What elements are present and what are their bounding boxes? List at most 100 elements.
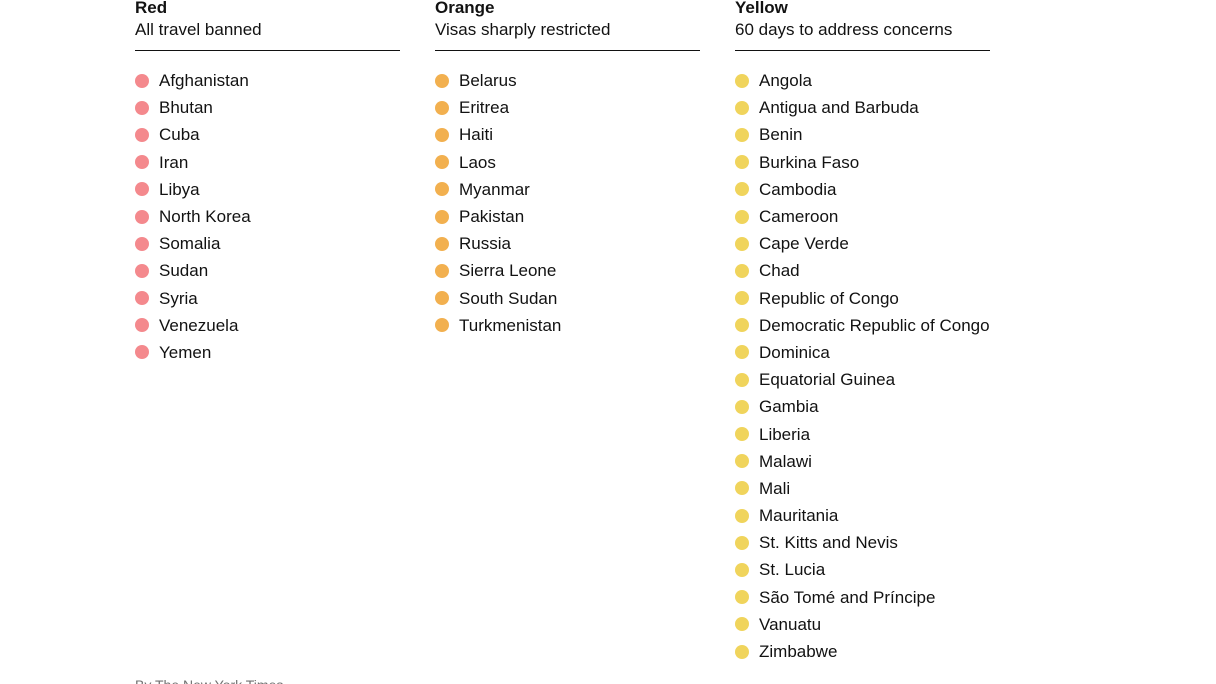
country-list: Afghanistan Bhutan Cuba Iran Libya North Kore… <box>135 67 425 366</box>
list-item: Vanuatu <box>735 611 1045 638</box>
yellow-dot-icon <box>735 427 749 442</box>
category-column-yellow: Yellow 60 days to address concerns Angola A… <box>735 0 1045 665</box>
list-item: Cape Verde <box>735 230 1045 257</box>
category-column-red: Red All travel banned Afghanistan Bhutan Cub… <box>135 0 425 366</box>
country-label: Afghanistan <box>159 71 249 91</box>
country-label: Libya <box>159 179 200 199</box>
orange-dot-icon <box>435 73 449 88</box>
orange-dot-icon <box>435 182 449 197</box>
yellow-dot-icon <box>735 399 749 414</box>
country-label: Belarus <box>459 71 517 91</box>
list-item: Angola <box>735 67 1045 94</box>
country-label: Chad <box>759 261 800 281</box>
yellow-dot-icon <box>735 372 749 387</box>
country-label: Cameroon <box>759 207 839 227</box>
orange-dot-icon <box>435 263 449 278</box>
yellow-dot-icon <box>735 481 749 496</box>
yellow-dot-icon <box>735 182 749 197</box>
country-label: Vanuatu <box>759 614 822 634</box>
yellow-dot-icon <box>735 100 749 115</box>
country-label: Eritrea <box>459 98 510 118</box>
red-dot-icon <box>135 73 149 88</box>
red-dot-icon <box>135 345 149 360</box>
yellow-dot-icon <box>735 209 749 224</box>
country-label: Iran <box>159 152 189 172</box>
list-item: Antigua and Barbuda <box>735 94 1045 121</box>
country-label: Angola <box>759 71 812 91</box>
yellow-dot-icon <box>735 562 749 577</box>
country-label: Liberia <box>759 424 811 444</box>
orange-dot-icon <box>435 155 449 170</box>
divider-rule <box>435 50 700 51</box>
country-label: Cape Verde <box>759 234 849 254</box>
list-item: Syria <box>135 285 425 312</box>
list-item: Pakistan <box>435 203 725 230</box>
list-item: North Korea <box>135 203 425 230</box>
yellow-dot-icon <box>735 236 749 251</box>
country-list: Angola Antigua and Barbuda Benin Burkina Fa… <box>735 67 1045 665</box>
list-item: Myanmar <box>435 176 725 203</box>
category-title: Yellow <box>735 0 788 17</box>
list-item: Dominica <box>735 339 1045 366</box>
yellow-dot-icon <box>735 617 749 632</box>
divider-rule <box>135 50 400 51</box>
country-label: St. Kitts and Nevis <box>759 533 898 553</box>
divider-rule <box>735 50 990 51</box>
list-item: Sudan <box>135 257 425 284</box>
yellow-dot-icon <box>735 73 749 88</box>
country-label: Pakistan <box>459 207 525 227</box>
list-item: South Sudan <box>435 285 725 312</box>
list-item: Eritrea <box>435 94 725 121</box>
list-item: Cameroon <box>735 203 1045 230</box>
orange-dot-icon <box>435 291 449 306</box>
list-item: Equatorial Guinea <box>735 366 1045 393</box>
list-item: Gambia <box>735 393 1045 420</box>
orange-dot-icon <box>435 236 449 251</box>
list-item: Haiti <box>435 121 725 148</box>
country-label: São Tomé and Príncipe <box>759 587 936 607</box>
red-dot-icon <box>135 127 149 142</box>
list-item: Laos <box>435 149 725 176</box>
list-item: Bhutan <box>135 94 425 121</box>
orange-dot-icon <box>435 100 449 115</box>
list-item: St. Lucia <box>735 556 1045 583</box>
category-subtitle: Visas sharply restricted <box>435 20 611 39</box>
list-item: Cuba <box>135 121 425 148</box>
list-item: Belarus <box>435 67 725 94</box>
yellow-dot-icon <box>735 454 749 469</box>
country-label: Dominica <box>759 342 830 362</box>
country-label: Equatorial Guinea <box>759 370 896 390</box>
list-item: Mauritania <box>735 502 1045 529</box>
category-title: Orange <box>435 0 495 17</box>
list-item: Yemen <box>135 339 425 366</box>
country-label: Republic of Congo <box>759 288 899 308</box>
country-label: Sierra Leone <box>459 261 557 281</box>
yellow-dot-icon <box>735 155 749 170</box>
country-label: Bhutan <box>159 98 213 118</box>
yellow-dot-icon <box>735 535 749 550</box>
category-title: Red <box>135 0 168 17</box>
list-item: Benin <box>735 121 1045 148</box>
yellow-dot-icon <box>735 291 749 306</box>
yellow-dot-icon <box>735 127 749 142</box>
red-dot-icon <box>135 155 149 170</box>
country-label: Mauritania <box>759 506 839 526</box>
yellow-dot-icon <box>735 318 749 333</box>
country-label: St. Lucia <box>759 560 826 580</box>
yellow-dot-icon <box>735 590 749 605</box>
yellow-dot-icon <box>735 508 749 523</box>
list-item: Turkmenistan <box>435 312 725 339</box>
country-label: North Korea <box>159 207 251 227</box>
list-item: Iran <box>135 149 425 176</box>
yellow-dot-icon <box>735 644 749 659</box>
list-item: Democratic Republic of Congo <box>735 312 1045 339</box>
country-label: Laos <box>459 152 496 172</box>
country-label: Russia <box>459 234 511 254</box>
country-label: Sudan <box>159 261 209 281</box>
list-item: St. Kitts and Nevis <box>735 529 1045 556</box>
country-label: Burkina Faso <box>759 152 860 172</box>
red-dot-icon <box>135 236 149 251</box>
list-item: Republic of Congo <box>735 285 1045 312</box>
country-label: Myanmar <box>459 179 530 199</box>
